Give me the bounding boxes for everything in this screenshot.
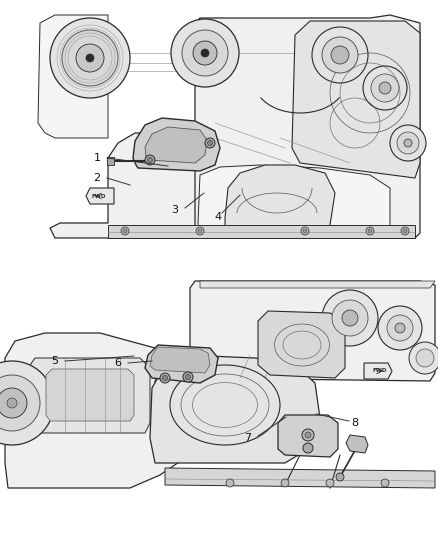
Circle shape bbox=[363, 66, 407, 110]
Circle shape bbox=[312, 27, 368, 83]
Circle shape bbox=[305, 432, 311, 438]
Circle shape bbox=[160, 373, 170, 383]
Text: 7: 7 bbox=[244, 433, 251, 443]
Circle shape bbox=[342, 310, 358, 326]
Circle shape bbox=[336, 473, 344, 481]
Circle shape bbox=[183, 372, 193, 382]
Circle shape bbox=[182, 30, 228, 76]
Text: 6: 6 bbox=[114, 358, 121, 368]
Circle shape bbox=[397, 132, 419, 154]
Circle shape bbox=[162, 376, 167, 381]
Circle shape bbox=[378, 306, 422, 350]
Circle shape bbox=[148, 157, 152, 163]
Circle shape bbox=[62, 30, 118, 86]
Circle shape bbox=[7, 398, 17, 408]
Circle shape bbox=[303, 443, 313, 453]
Polygon shape bbox=[145, 127, 207, 163]
Circle shape bbox=[390, 125, 426, 161]
Circle shape bbox=[332, 300, 368, 336]
Circle shape bbox=[395, 323, 405, 333]
Circle shape bbox=[0, 388, 27, 418]
Polygon shape bbox=[107, 157, 114, 165]
Polygon shape bbox=[346, 435, 368, 453]
Polygon shape bbox=[258, 311, 345, 378]
Circle shape bbox=[409, 342, 438, 374]
Polygon shape bbox=[198, 165, 390, 238]
Polygon shape bbox=[165, 468, 435, 488]
Text: FWD: FWD bbox=[373, 368, 387, 374]
Circle shape bbox=[145, 155, 155, 165]
Circle shape bbox=[387, 315, 413, 341]
Circle shape bbox=[301, 227, 309, 235]
Circle shape bbox=[368, 229, 372, 233]
Polygon shape bbox=[190, 281, 435, 381]
Text: 2: 2 bbox=[93, 173, 101, 183]
Circle shape bbox=[193, 41, 217, 65]
Circle shape bbox=[0, 361, 54, 445]
Polygon shape bbox=[86, 188, 114, 204]
Polygon shape bbox=[50, 133, 210, 238]
Circle shape bbox=[196, 227, 204, 235]
Text: 1: 1 bbox=[93, 153, 100, 163]
Text: 3: 3 bbox=[172, 205, 179, 215]
Circle shape bbox=[326, 479, 334, 487]
Text: FWD: FWD bbox=[92, 193, 106, 198]
Circle shape bbox=[381, 479, 389, 487]
Circle shape bbox=[208, 141, 212, 146]
Circle shape bbox=[205, 138, 215, 148]
Text: 8: 8 bbox=[351, 418, 359, 428]
Polygon shape bbox=[225, 165, 335, 235]
Circle shape bbox=[76, 44, 104, 72]
Polygon shape bbox=[150, 347, 210, 373]
Circle shape bbox=[416, 349, 434, 367]
Circle shape bbox=[403, 229, 407, 233]
Polygon shape bbox=[292, 21, 420, 178]
Polygon shape bbox=[145, 345, 218, 383]
Circle shape bbox=[198, 229, 202, 233]
Circle shape bbox=[322, 37, 358, 73]
Circle shape bbox=[0, 375, 40, 431]
Circle shape bbox=[303, 229, 307, 233]
Circle shape bbox=[371, 74, 399, 102]
Circle shape bbox=[50, 18, 130, 98]
Polygon shape bbox=[155, 380, 250, 421]
Text: 5: 5 bbox=[52, 356, 59, 366]
Circle shape bbox=[379, 82, 391, 94]
Circle shape bbox=[302, 429, 314, 441]
Circle shape bbox=[331, 46, 349, 64]
Circle shape bbox=[226, 479, 234, 487]
Circle shape bbox=[322, 290, 378, 346]
Circle shape bbox=[186, 375, 191, 379]
Text: 4: 4 bbox=[215, 212, 222, 222]
Polygon shape bbox=[364, 363, 392, 379]
Circle shape bbox=[366, 227, 374, 235]
Polygon shape bbox=[133, 118, 220, 171]
Circle shape bbox=[401, 227, 409, 235]
Polygon shape bbox=[150, 355, 320, 463]
Polygon shape bbox=[5, 333, 190, 488]
Polygon shape bbox=[38, 15, 108, 138]
Circle shape bbox=[404, 139, 412, 147]
Polygon shape bbox=[108, 225, 415, 238]
Polygon shape bbox=[200, 281, 435, 288]
Circle shape bbox=[123, 229, 127, 233]
Circle shape bbox=[171, 19, 239, 87]
Circle shape bbox=[201, 49, 209, 57]
Polygon shape bbox=[278, 415, 338, 457]
Circle shape bbox=[86, 54, 94, 62]
Polygon shape bbox=[46, 369, 134, 421]
Circle shape bbox=[121, 227, 129, 235]
Polygon shape bbox=[28, 358, 150, 433]
Circle shape bbox=[281, 479, 289, 487]
Polygon shape bbox=[195, 15, 420, 238]
